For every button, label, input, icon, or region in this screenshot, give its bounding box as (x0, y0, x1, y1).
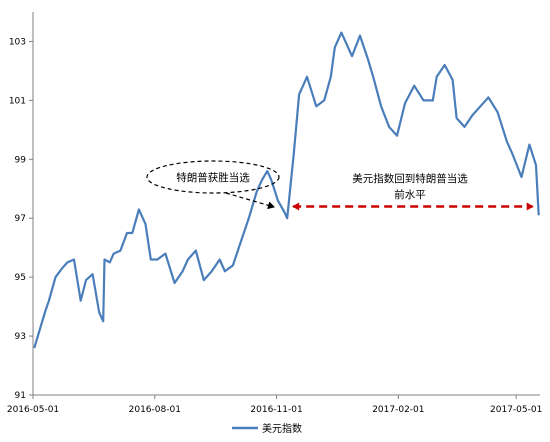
annotation-trump-win-text: 特朗普获胜当选 (176, 171, 250, 184)
annotation-return-level: 美元指数回到特朗普当选 前水平 (292, 172, 534, 211)
legend: 美元指数 (232, 422, 302, 435)
x-tick-label: 2016-08-01 (129, 405, 181, 415)
annotation-trump-win: 特朗普获胜当选 (146, 160, 280, 210)
y-axis: 91 93 95 97 99 101 103 (9, 12, 34, 401)
annotation-ellipse (146, 160, 280, 194)
x-tick-label: 2016-11-01 (250, 405, 302, 415)
plot-area (33, 31, 540, 349)
x-tick-label: 2016-05-01 (7, 405, 59, 415)
y-tick-label: 103 (9, 37, 26, 47)
y-tick-label: 97 (15, 214, 26, 224)
legend-label: 美元指数 (262, 422, 302, 435)
x-tick-label: 2017-05-01 (490, 405, 542, 415)
y-tick-label: 101 (9, 96, 26, 106)
annotation-return-level-line2: 前水平 (394, 188, 426, 201)
x-tick-label: 2017-02-01 (372, 405, 424, 415)
y-tick-label: 99 (15, 155, 27, 165)
y-tick-label: 93 (15, 332, 26, 342)
y-tick-label: 95 (15, 273, 26, 283)
annotation-return-level-line1: 美元指数回到特朗普当选 (352, 172, 468, 185)
x-axis: 2016-05-01 2016-08-01 2016-11-01 2017-02-01… (7, 394, 542, 415)
series-line (33, 31, 540, 349)
y-tick-label: 91 (15, 391, 26, 401)
annotation-pointer-arrow (225, 192, 275, 210)
